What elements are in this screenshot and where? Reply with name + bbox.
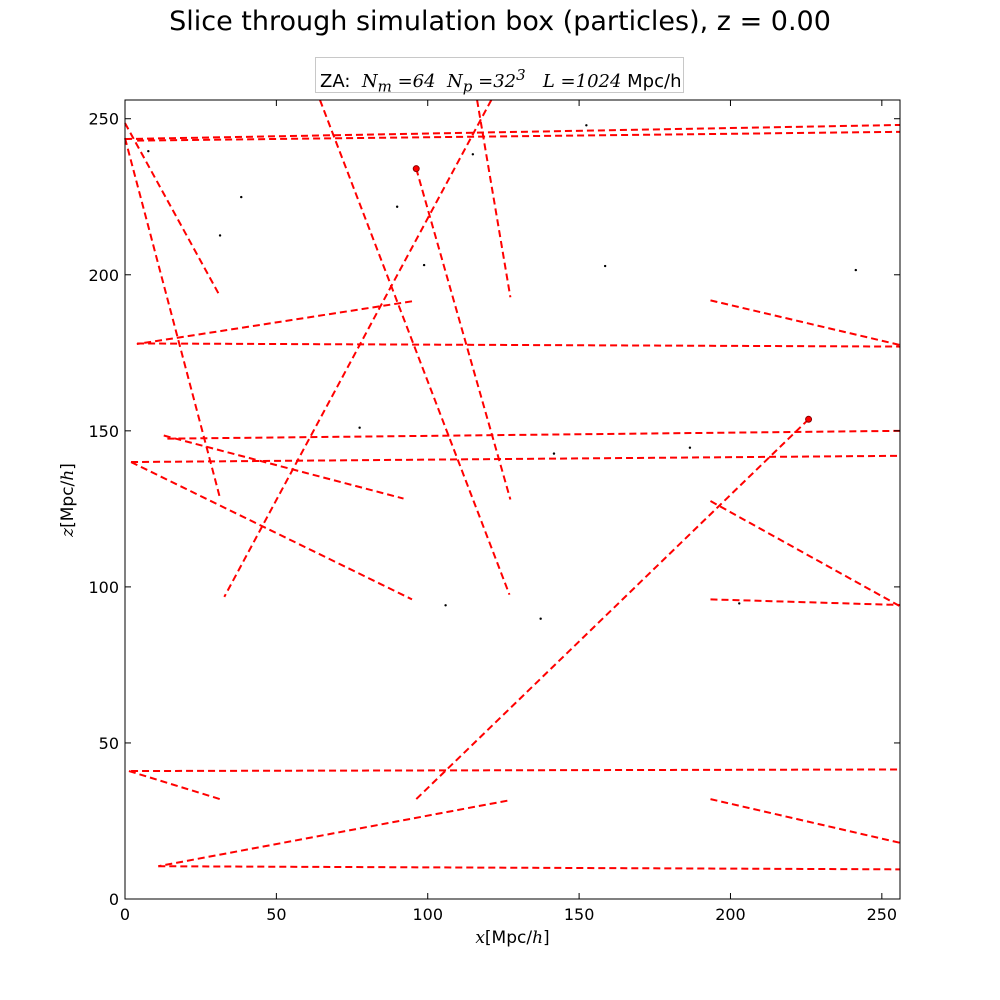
particle-point bbox=[240, 195, 243, 199]
x-tick-label: 200 bbox=[715, 905, 746, 924]
trajectory-segment bbox=[415, 418, 810, 800]
highlight-particle bbox=[412, 165, 420, 173]
legend-np: Np =323 bbox=[447, 66, 526, 96]
particle-point bbox=[422, 263, 426, 267]
x-tick-label: 250 bbox=[867, 905, 898, 924]
trajectory-segment bbox=[124, 122, 221, 297]
x-tick-label: 50 bbox=[266, 905, 286, 924]
trajectory-segment bbox=[710, 500, 901, 608]
chart-title: Slice through simulation box (particles)… bbox=[169, 6, 831, 37]
y-tick-label: 50 bbox=[99, 734, 119, 753]
trajectory-segment bbox=[167, 429, 901, 440]
trajectory-segment bbox=[223, 99, 493, 598]
y-ticks: 0 50 100 150 200 250 bbox=[88, 110, 900, 909]
particle-point bbox=[738, 602, 741, 605]
particle-point bbox=[358, 426, 361, 429]
trajectory-segment bbox=[415, 168, 512, 500]
y-tick-label: 250 bbox=[88, 110, 119, 129]
particle-point bbox=[147, 149, 150, 153]
trajectory-segment bbox=[124, 137, 222, 499]
trajectory-segment bbox=[128, 770, 221, 801]
trajectory-segment bbox=[136, 300, 413, 346]
trajectory-segment bbox=[710, 598, 901, 606]
particle-point bbox=[539, 617, 542, 620]
plot-frame bbox=[124, 99, 901, 900]
x-tick-label: 100 bbox=[412, 905, 443, 924]
trajectory-segment bbox=[158, 799, 508, 868]
y-tick-label: 150 bbox=[88, 422, 119, 441]
y-axis-label: z[Mpc/h] bbox=[58, 463, 78, 537]
trajectory-segment bbox=[131, 768, 901, 773]
x-axis-label: x[Mpc/h] bbox=[475, 928, 550, 948]
trajectory-segment bbox=[137, 130, 901, 142]
particle-point bbox=[585, 124, 588, 127]
trajectory-segment bbox=[137, 342, 901, 348]
particle-point bbox=[688, 446, 692, 449]
particle-point bbox=[854, 268, 858, 272]
highlight-particle bbox=[805, 415, 813, 423]
trajectory-segment bbox=[710, 299, 901, 346]
particle-point bbox=[603, 264, 607, 268]
y-tick-label: 0 bbox=[109, 890, 119, 909]
trajectory-segment bbox=[130, 461, 413, 601]
trajectory-segment bbox=[476, 99, 512, 298]
particle-point bbox=[218, 234, 222, 237]
segments-layer bbox=[124, 99, 901, 871]
particle-point bbox=[552, 452, 556, 455]
trajectory-segment bbox=[131, 454, 901, 464]
points-layer bbox=[147, 124, 858, 620]
trajectory-segment bbox=[158, 865, 901, 871]
y-tick-label: 200 bbox=[88, 266, 119, 285]
legend-prefix: ZA: bbox=[320, 71, 351, 92]
x-ticks: 0 50 100 150 200 250 bbox=[120, 100, 897, 924]
legend-l: L =1024 bbox=[542, 71, 622, 92]
trajectory-segment bbox=[710, 798, 901, 844]
legend-unit: Mpc/h bbox=[627, 71, 682, 92]
trajectory-segment bbox=[319, 99, 511, 596]
legend-nm: Nm =64 bbox=[361, 71, 436, 96]
x-tick-label: 0 bbox=[120, 905, 130, 924]
legend: ZA: Nm =64 Np =323 L =1024 Mpc/h bbox=[315, 57, 684, 96]
trajectory-segment bbox=[163, 434, 404, 500]
particle-point bbox=[471, 153, 475, 156]
trajectory-segment bbox=[124, 123, 901, 141]
x-tick-label: 150 bbox=[564, 905, 595, 924]
particle-point bbox=[395, 205, 399, 208]
particle-point bbox=[444, 604, 447, 607]
y-tick-label: 100 bbox=[88, 578, 119, 597]
